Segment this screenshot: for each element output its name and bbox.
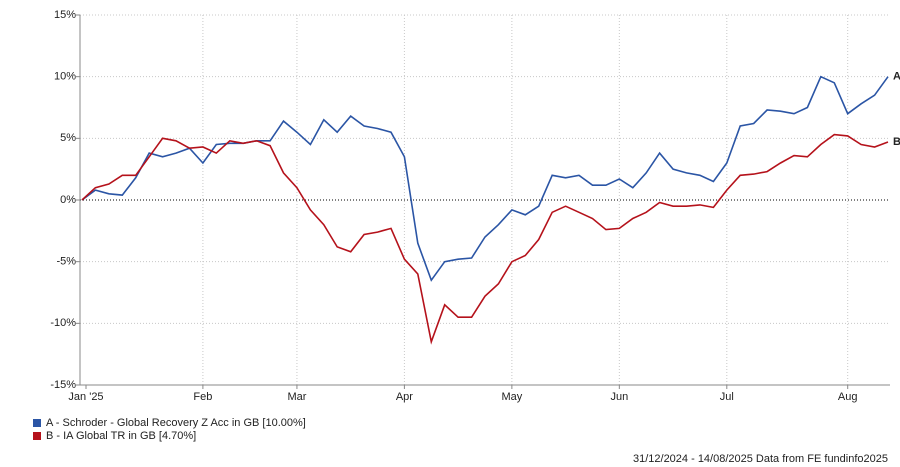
x-tick-label: Jul xyxy=(720,391,734,403)
footer: 31/12/2024 - 14/08/2025 Data from FE fun… xyxy=(633,453,888,465)
legend-swatch xyxy=(33,432,41,440)
y-tick-label: 0% xyxy=(60,194,76,206)
x-tick-label: Apr xyxy=(396,391,413,403)
x-tick-label: Mar xyxy=(287,391,306,403)
series-line xyxy=(81,133,889,345)
x-tick-label: Aug xyxy=(838,391,858,403)
x-tick-label: Jan '25 xyxy=(68,391,103,403)
series-end-label: A xyxy=(893,71,900,83)
y-tick-label: -10% xyxy=(50,317,76,329)
x-tick-label: Feb xyxy=(193,391,212,403)
legend-label: B - IA Global TR in GB [4.70%] xyxy=(46,430,196,442)
legend-label: A - Schroder - Global Recovery Z Acc in … xyxy=(46,417,306,429)
legend-swatch xyxy=(33,419,41,427)
y-tick-label: 15% xyxy=(54,9,76,21)
series-line xyxy=(81,75,889,282)
x-tick-label: Jun xyxy=(610,391,628,403)
series-end-label: B xyxy=(893,136,900,148)
y-tick-label: -15% xyxy=(50,379,76,391)
y-tick-label: 5% xyxy=(60,132,76,144)
x-tick-label: May xyxy=(501,391,522,403)
y-tick-label: -5% xyxy=(56,256,76,268)
y-tick-label: 10% xyxy=(54,71,76,83)
